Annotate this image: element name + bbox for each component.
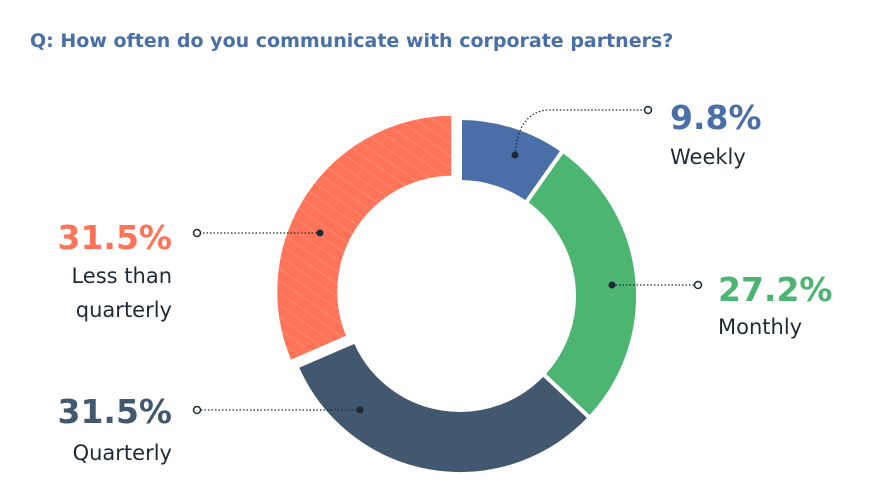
category-label: Weekly bbox=[670, 145, 746, 169]
value-label: 31.5% bbox=[57, 218, 173, 257]
value-label: 27.2% bbox=[718, 270, 833, 309]
value-label: 31.5% bbox=[57, 392, 173, 431]
leader-end bbox=[643, 105, 653, 115]
slice-hatch bbox=[273, 111, 456, 365]
category-label: Quarterly bbox=[72, 441, 172, 465]
category-label: Less than quarterly bbox=[71, 264, 172, 322]
leader-dot bbox=[511, 151, 519, 159]
value-label: 9.8% bbox=[670, 98, 762, 137]
chart-title: Q: How often do you communicate with cor… bbox=[30, 30, 674, 52]
leader-dot bbox=[608, 281, 616, 289]
leader-dot bbox=[316, 229, 324, 237]
leader-end bbox=[192, 405, 202, 415]
leader-end bbox=[693, 280, 703, 290]
donut-slice bbox=[523, 147, 640, 421]
leader-dot bbox=[356, 406, 364, 414]
category-label: Monthly bbox=[718, 315, 803, 339]
donut-slice bbox=[294, 338, 593, 476]
leader-end bbox=[192, 228, 202, 238]
